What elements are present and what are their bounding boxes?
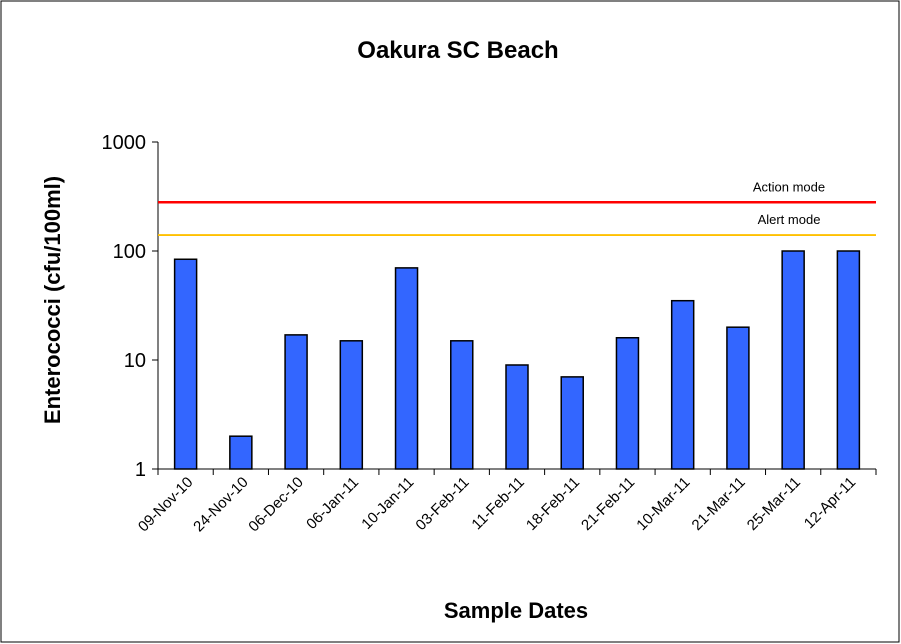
bar [229,435,253,470]
reference-label: Action mode [753,179,825,194]
bar [781,250,805,470]
y-tick-label: 1 [135,459,146,481]
bar [560,376,584,470]
reference-label: Alert mode [758,212,821,227]
y-tick-label: 100 [113,241,146,263]
y-axis-label: Enterococci (cfu/100ml) [40,176,65,424]
bar [394,267,419,470]
bar [450,340,474,470]
bar [726,326,750,470]
bar [615,337,640,470]
bar [505,364,529,470]
y-tick-label: 10 [124,350,146,372]
bar [339,340,364,470]
bar [284,334,308,470]
y-tick-label: 1000 [102,132,147,154]
bar [670,299,695,470]
bar [173,258,198,470]
x-axis-label: Sample Dates [444,598,588,623]
chart-title: Oakura SC Beach [357,37,558,64]
bar [836,250,861,470]
